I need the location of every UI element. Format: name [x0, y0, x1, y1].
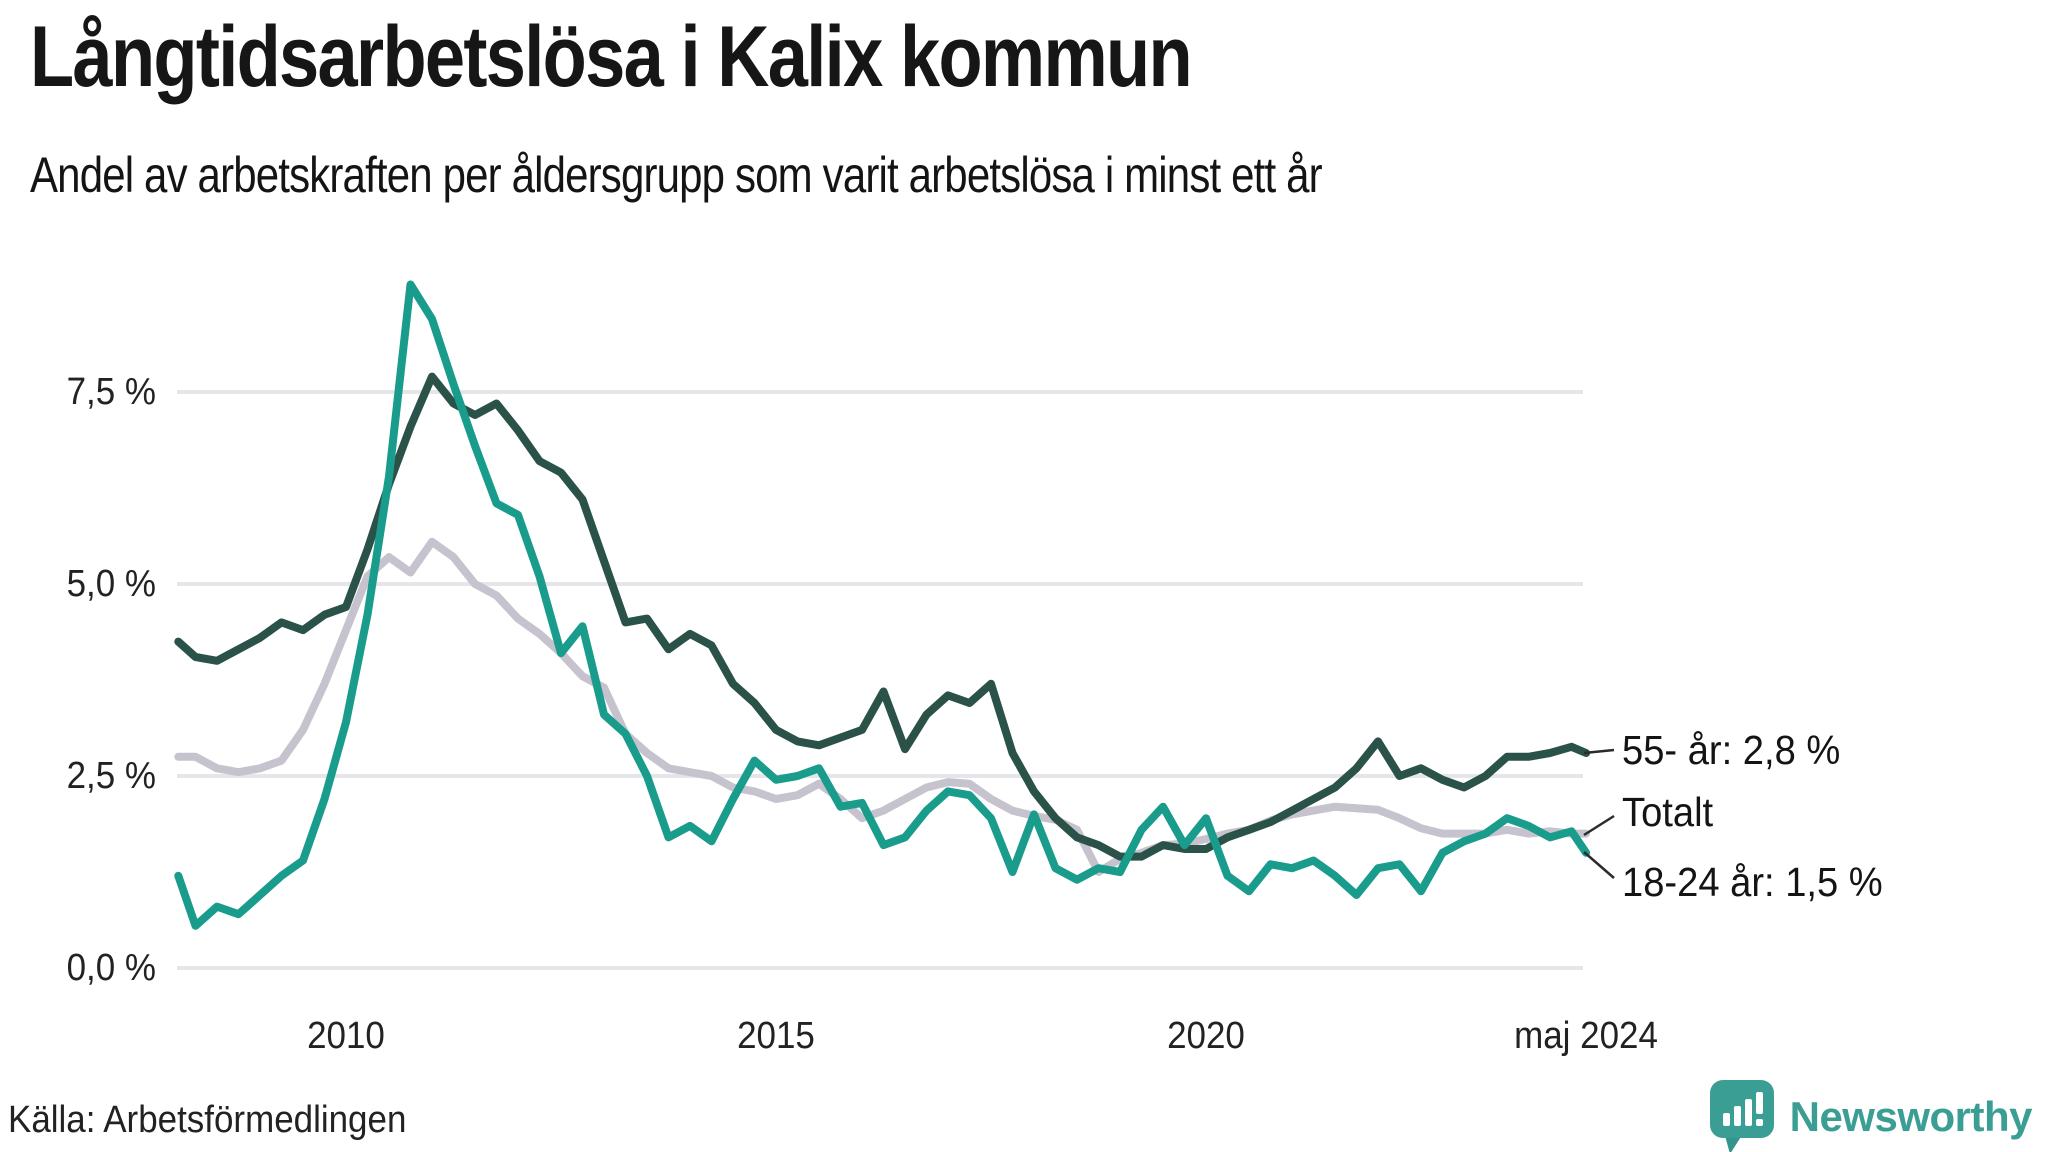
x-tick-2015: 2015	[737, 1015, 815, 1057]
source-note: Källa: Arbetsförmedlingen	[8, 1099, 407, 1141]
newsworthy-logo-text: Newsworthy	[1789, 1093, 2033, 1140]
newsworthy-logo-icon	[1709, 1080, 1774, 1152]
label-connector-line	[1583, 748, 1615, 755]
label-connector-line	[1583, 851, 1615, 879]
x-tick-2010: 2010	[307, 1015, 385, 1057]
series-label-55-ar: 55- år: 2,8 %	[1622, 727, 1841, 773]
page-title: Långtidsarbetslösa i Kalix kommun	[30, 9, 1193, 105]
y-tick-2-5: 2,5 %	[66, 755, 156, 797]
series-label-totalt: Totalt	[1622, 789, 1714, 835]
x-tick-2020: 2020	[1167, 1015, 1245, 1057]
y-tick-5-0: 5,0 %	[66, 563, 156, 605]
y-tick-7-5: 7,5 %	[66, 371, 156, 413]
series-line-18-24-r	[174, 280, 1591, 930]
y-tick-0-0: 0,0 %	[66, 947, 156, 989]
newsworthy-logo: Newsworthy	[1709, 1080, 2033, 1152]
series-line-totalt	[174, 537, 1591, 876]
x-tick-maj-2024: maj 2024	[1514, 1015, 1658, 1057]
series-label-18-24-ar: 18-24 år: 1,5 %	[1622, 859, 1883, 905]
series-line-55-r	[174, 372, 1591, 861]
label-connector-line	[1583, 814, 1615, 837]
chart-subtitle: Andel av arbetskraften per åldersgrupp s…	[30, 147, 1323, 203]
